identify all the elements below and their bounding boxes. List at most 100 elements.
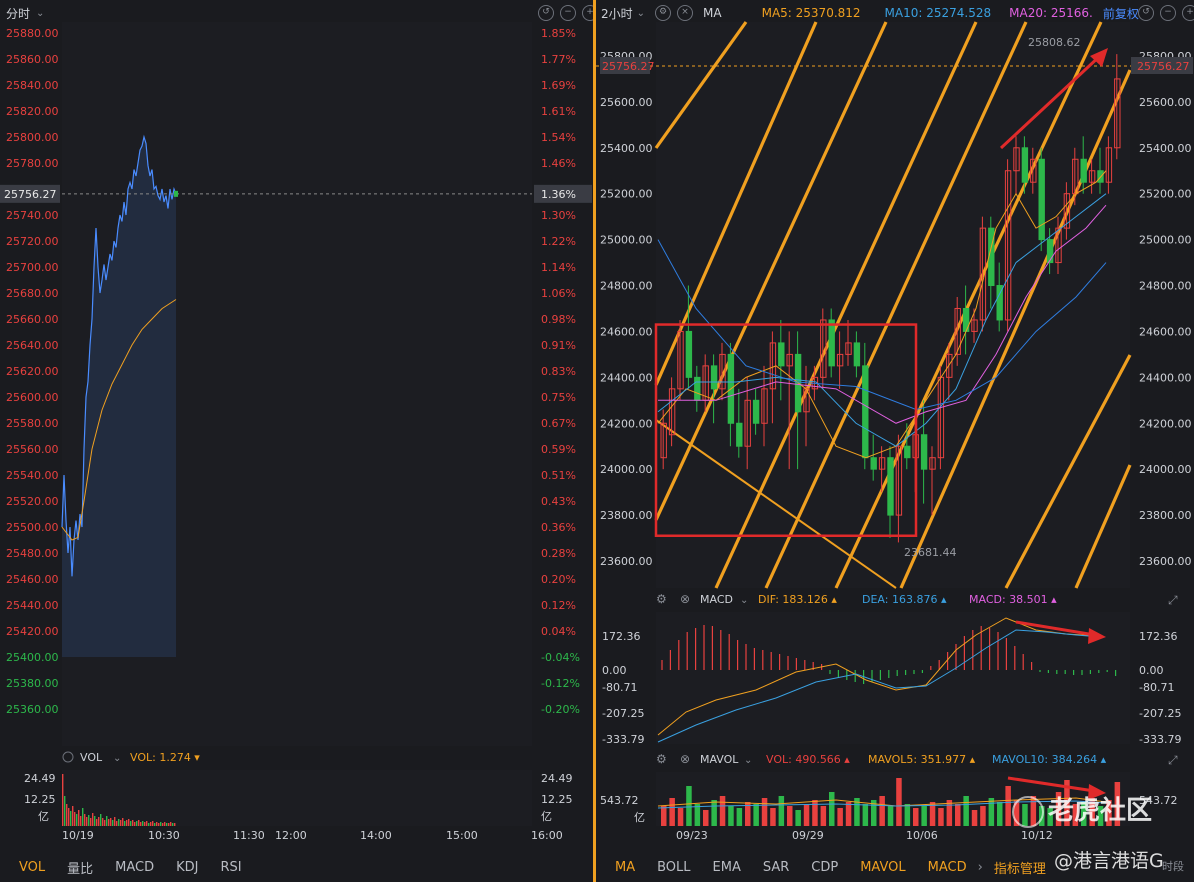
chevron-down-icon[interactable]: ⌄ bbox=[36, 7, 45, 19]
price-axis-label: 24400.00 bbox=[600, 371, 653, 384]
minimize-icon[interactable]: − bbox=[560, 5, 576, 21]
macd-axis-label: -207.25 bbox=[1139, 707, 1181, 720]
price-axis-label: 25420.00 bbox=[6, 625, 59, 638]
volume-bar bbox=[94, 816, 96, 826]
minimize-icon[interactable]: − bbox=[1160, 5, 1176, 21]
macd-axis-label: -80.71 bbox=[602, 681, 637, 694]
candle-body bbox=[719, 353, 726, 390]
price-axis-label: 25600.00 bbox=[1139, 96, 1192, 109]
descending-trend-line bbox=[655, 419, 897, 589]
mavol-bar bbox=[1114, 782, 1121, 826]
macd-indicator-name: MACD bbox=[700, 593, 733, 606]
period-selector[interactable]: 分时 bbox=[6, 6, 31, 21]
price-axis-label: 23800.00 bbox=[1139, 509, 1192, 522]
gear-icon[interactable]: ⚙ bbox=[655, 5, 672, 21]
volume-bar bbox=[86, 817, 88, 826]
volume-bar bbox=[114, 817, 116, 826]
tab-1[interactable]: 量比 bbox=[67, 861, 94, 877]
volume-bar bbox=[158, 823, 160, 826]
volume-bar bbox=[78, 810, 80, 826]
pct-axis-label: 0.12% bbox=[541, 599, 576, 612]
pane-divider[interactable] bbox=[593, 0, 596, 882]
pct-axis-label: 1.22% bbox=[541, 235, 576, 248]
price-axis-label: 25780.00 bbox=[6, 157, 59, 170]
tab-6[interactable]: MACD bbox=[927, 859, 967, 875]
candle-body bbox=[660, 422, 667, 459]
time-segment-label[interactable]: 时段 bbox=[1162, 860, 1184, 873]
indicator-name[interactable]: MA bbox=[703, 6, 722, 20]
candle-body bbox=[761, 388, 768, 424]
volume-bar bbox=[70, 811, 72, 826]
volume-bar bbox=[62, 774, 64, 826]
current-price-text: 25756.27 bbox=[602, 60, 655, 73]
vol-axis-label: 24.49 bbox=[24, 772, 56, 785]
mavol-bar bbox=[845, 802, 852, 826]
chevron-down-icon[interactable]: ⌄ bbox=[636, 7, 646, 19]
pct-axis-label: 0.04% bbox=[541, 625, 576, 638]
candle-body bbox=[752, 399, 760, 424]
mavol-bar bbox=[1005, 786, 1011, 826]
mavol-bar bbox=[887, 806, 894, 826]
pct-axis-label: 1.69% bbox=[541, 79, 576, 92]
tab-0[interactable]: VOL bbox=[19, 859, 46, 875]
tab-3[interactable]: SAR bbox=[762, 859, 790, 875]
intraday-plot-area bbox=[62, 22, 532, 746]
close-icon: ⊗ bbox=[680, 592, 690, 606]
volume-bar bbox=[92, 813, 94, 826]
mavol-bar bbox=[1055, 792, 1062, 826]
mavol10-value: MAVOL10: 384.264 ▴ bbox=[992, 753, 1107, 766]
tab-0[interactable]: MA bbox=[615, 859, 636, 875]
add-icon[interactable]: + bbox=[1182, 5, 1194, 21]
current-price-tag bbox=[0, 184, 60, 203]
tab-2[interactable]: MACD bbox=[115, 859, 155, 875]
mavol-arrowhead bbox=[1088, 784, 1106, 800]
mavol-bar bbox=[929, 802, 936, 826]
intraday-panel: 分时 ⌄ ↺ − + 25880.00 25860.00 25840.00 25820… bbox=[0, 0, 598, 882]
intraday-chart[interactable]: 25880.00 25860.00 25840.00 25820.00 25800.00… bbox=[0, 0, 593, 852]
mavol-bar bbox=[879, 796, 885, 826]
tab-1[interactable]: BOLL bbox=[657, 859, 691, 875]
volume-bar bbox=[160, 822, 162, 826]
paw-icon bbox=[1012, 795, 1044, 828]
chevron-right-icon[interactable]: › bbox=[977, 859, 983, 875]
pct-axis-label: -0.12% bbox=[541, 677, 580, 690]
candle-body bbox=[1046, 239, 1054, 264]
kline-window-controls: ↺ − + bbox=[1132, 2, 1194, 24]
kline-header: 2小时 ⌄ ⚙ × MA MA5: 25370.812 MA10: 25274.… bbox=[601, 2, 1139, 24]
candle-body bbox=[710, 365, 718, 390]
macd-value: MACD: 38.501 ▴ bbox=[969, 593, 1057, 606]
tab-4[interactable]: RSI bbox=[220, 859, 242, 875]
undo-icon[interactable]: ↺ bbox=[1138, 5, 1154, 21]
volume-bar bbox=[120, 820, 122, 826]
period-selector[interactable]: 2小时 bbox=[601, 6, 633, 21]
volume-bar bbox=[170, 822, 172, 826]
volume-bar bbox=[104, 820, 106, 826]
price-axis-label: 25680.00 bbox=[6, 287, 59, 300]
undo-icon[interactable]: ↺ bbox=[538, 5, 554, 21]
mavol-bar bbox=[803, 804, 810, 826]
vol-value: VOL: 490.566 ▴ bbox=[766, 753, 850, 766]
mavol-bar bbox=[1089, 798, 1095, 826]
volume-bar bbox=[124, 821, 126, 826]
price-axis-label: 23800.00 bbox=[600, 509, 653, 522]
mavol-bar bbox=[946, 800, 953, 826]
dea-value: DEA: 163.876 ▴ bbox=[862, 593, 947, 606]
volume-bar bbox=[154, 823, 156, 826]
mavol-indicator-name: MAVOL bbox=[700, 753, 739, 766]
tab-3[interactable]: KDJ bbox=[176, 859, 199, 875]
tab-4[interactable]: CDP bbox=[811, 859, 839, 875]
candle-body bbox=[853, 342, 861, 367]
mavol-bar bbox=[921, 806, 927, 826]
tab-2[interactable]: EMA bbox=[712, 859, 741, 875]
pct-axis-label: -0.20% bbox=[541, 703, 580, 716]
adjust-toggle[interactable]: 前复权 bbox=[1102, 6, 1139, 21]
mavol-bar bbox=[938, 808, 944, 826]
tab-7[interactable]: 指标管理 bbox=[993, 861, 1046, 877]
candle-body bbox=[1038, 158, 1045, 241]
candle-body bbox=[920, 434, 928, 470]
price-axis-label: 25800.00 bbox=[6, 131, 59, 144]
current-price-tag bbox=[600, 56, 650, 74]
close-icon[interactable]: × bbox=[677, 5, 694, 21]
tab-5[interactable]: MAVOL bbox=[860, 859, 906, 875]
